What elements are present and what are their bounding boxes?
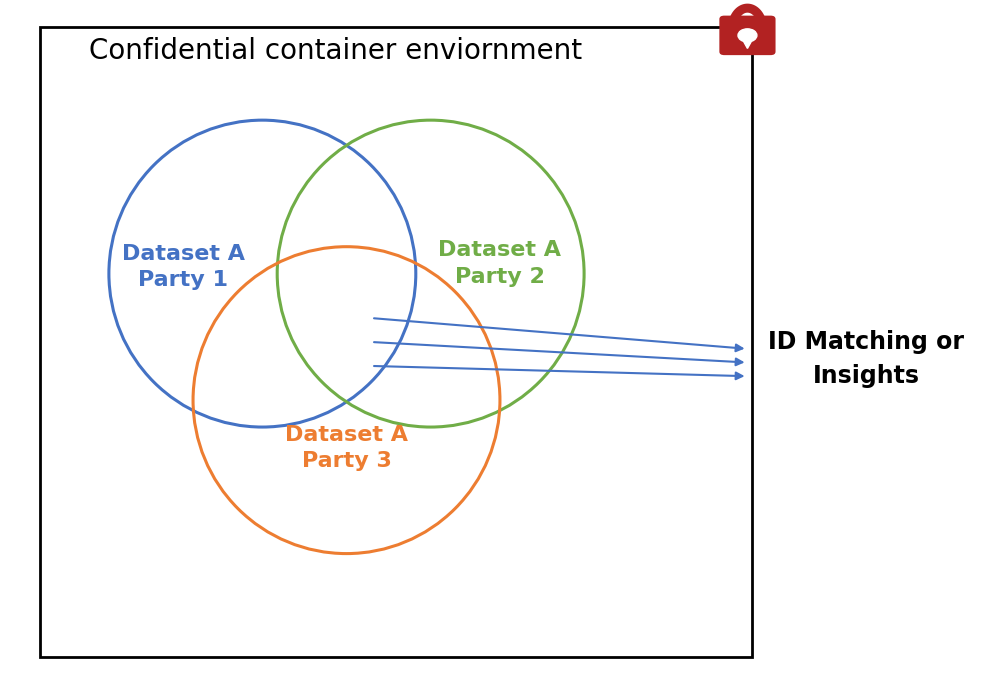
FancyBboxPatch shape [720,16,775,55]
Polygon shape [742,38,752,49]
Text: Dataset A
Party 2: Dataset A Party 2 [439,240,561,287]
Text: Dataset A
Party 3: Dataset A Party 3 [285,425,408,471]
Bar [40,27,752,657]
Text: ID Matching or
Insights: ID Matching or Insights [768,330,964,388]
Text: Dataset A
Party 1: Dataset A Party 1 [122,244,245,290]
Circle shape [738,29,757,42]
Text: Confidential container enviornment: Confidential container enviornment [89,38,582,65]
